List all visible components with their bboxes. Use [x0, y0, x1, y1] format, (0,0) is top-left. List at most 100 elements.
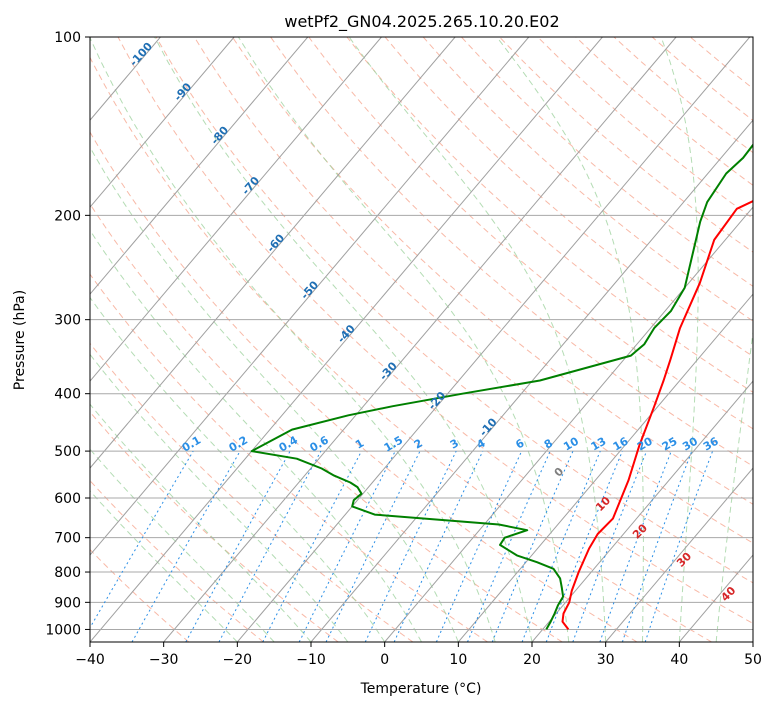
y-tick-label: 1000: [45, 622, 81, 638]
mixing-ratio-line: [467, 450, 551, 642]
y-tick-label: 400: [54, 387, 81, 403]
x-tick-label: −10: [296, 652, 326, 668]
dry-adiabat-line: [308, 37, 753, 430]
y-axis-title: Pressure (hPa): [12, 290, 28, 390]
moist-adiabat-line: [90, 146, 459, 642]
moist-adiabat-line: [90, 37, 496, 642]
isotherm-label: -20: [426, 389, 449, 413]
isotherm-label: -90: [171, 80, 194, 104]
mixing-ratio-line: [644, 450, 714, 642]
dry-adiabat-line: [90, 479, 264, 642]
x-tick-label: 0: [380, 652, 389, 668]
mixing-ratio-line: [262, 450, 362, 642]
x-tick-label: −30: [149, 652, 179, 668]
y-tick-label: 700: [54, 531, 81, 547]
series-layer: [250, 143, 753, 631]
isotherm-line: [90, 37, 382, 382]
mixing-ratio-line: [521, 450, 601, 642]
isotherm-line: [605, 467, 753, 642]
x-axis-title: Temperature (°C): [360, 681, 482, 697]
isotherm-line: [236, 37, 751, 642]
dry-adiabat-line: [90, 131, 638, 642]
isotherm-label: -40: [335, 322, 358, 346]
dry-adiabat-line: [613, 37, 753, 154]
dry-adiabat-line: [193, 37, 753, 544]
dry-adiabat-line: [90, 411, 339, 642]
isotherm-line: [90, 37, 603, 642]
x-tick-label: −20: [223, 652, 253, 668]
mixing-ratio-line: [131, 450, 241, 642]
isotherm-label: -30: [377, 359, 400, 383]
isotherm-line: [90, 37, 235, 208]
moist-adiabat-line: [90, 403, 312, 642]
moist-adiabat-line: [715, 328, 753, 642]
isotherm-line: [90, 37, 456, 469]
isotherm-line: [90, 37, 309, 295]
dry-adiabat-line: [117, 37, 753, 625]
moist-adiabat-line: [90, 448, 275, 642]
dry-adiabat-line: [90, 203, 563, 642]
isotherm-line: [90, 37, 530, 556]
mixing-ratio-line: [572, 450, 648, 642]
y-tick-label: 200: [54, 208, 81, 224]
dry-adiabat-line: [689, 37, 753, 90]
isotherm-line: [384, 206, 753, 642]
isotherm-label: -80: [208, 124, 231, 148]
moist-adiabats: [90, 37, 753, 642]
dry-adiabat-line: [461, 37, 753, 287]
moist-adiabat-line: [90, 296, 386, 642]
moist-adiabat-line: [90, 353, 349, 642]
y-tick-label: 600: [54, 491, 81, 507]
dry-adiabat-line: [90, 56, 712, 642]
y-tick-label: 300: [54, 313, 81, 329]
mixing-ratio-label: 6: [513, 436, 526, 451]
mixing-ratio-line: [435, 450, 523, 642]
x-tick-label: 20: [523, 652, 541, 668]
mixing-ratio-line: [393, 450, 484, 642]
isotherm-line: [310, 119, 753, 642]
dry-adiabat-line: [499, 37, 753, 253]
dry-adiabat-line: [90, 548, 190, 642]
x-tick-label: 40: [670, 652, 688, 668]
moist-adiabat-line: [496, 37, 644, 642]
isotherm-label: -10: [477, 415, 500, 439]
dry-adiabat-line: [155, 37, 753, 584]
dry-adiabat-line: [651, 37, 753, 122]
dry-adiabat-line: [90, 273, 488, 642]
isotherm-line: [752, 641, 753, 642]
y-tick-label: 500: [54, 444, 81, 460]
moist-adiabat-line: [90, 229, 422, 642]
mixing-ratio-line: [185, 450, 291, 642]
x-tick-label: 50: [744, 652, 762, 668]
mixing-ratio-line: [90, 450, 194, 629]
mixing-ratio-line: [325, 450, 421, 642]
dry-adiabat-line: [90, 342, 414, 642]
mixing-ratio-line: [599, 450, 672, 642]
x-axis: −40 −30 −20 −10 0 10 20 30 40 50: [75, 642, 762, 668]
y-tick-label: 800: [54, 565, 81, 581]
y-tick-label: 100: [54, 30, 81, 46]
x-tick-label: 30: [597, 652, 615, 668]
isotherm-label: -100: [127, 40, 155, 69]
dry-adiabat-line: [537, 37, 753, 220]
mixing-ratio-line: [364, 450, 457, 642]
moist-adiabat-label: 30: [674, 549, 694, 569]
mixing-ratio-lines: [90, 450, 714, 642]
isotherm-line: [531, 380, 753, 642]
chart-title: wetPf2_GN04.2025.265.10.20.E02: [284, 12, 559, 32]
mixing-ratio-line: [298, 450, 396, 642]
isotherms: [90, 37, 753, 642]
dry-adiabat-line: [575, 37, 753, 186]
moist-adiabat-label: 0: [552, 465, 567, 480]
plot-area: -100-90-80-70-60-50-40-30-20-10 0.1 0.2 0.…: [90, 37, 753, 642]
isotherm-line: [678, 554, 753, 642]
mixing-ratio-line: [545, 450, 623, 642]
isotherm-labels: -100-90-80-70-60-50-40-30-20-10: [127, 40, 500, 439]
plot-frame: [89, 36, 754, 643]
mixing-ratio-line: [218, 450, 322, 642]
y-tick-label: 900: [54, 595, 81, 611]
isotherm-line: [163, 37, 677, 642]
moist-adiabat-line: [660, 37, 699, 642]
